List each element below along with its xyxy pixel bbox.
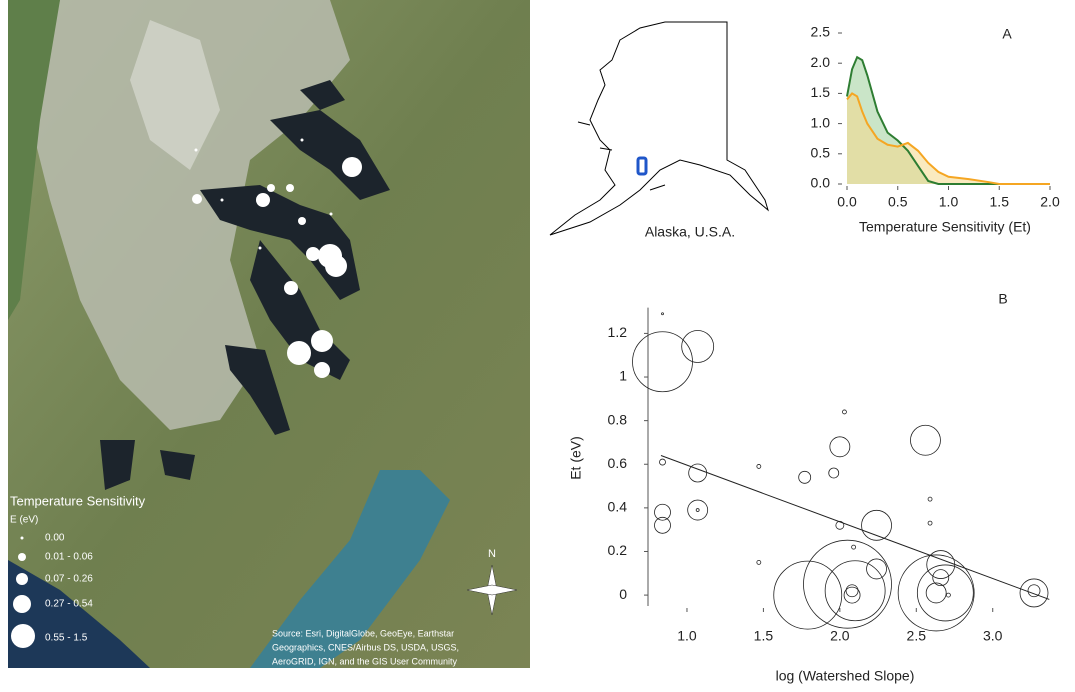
legend-symbol: [11, 624, 35, 648]
map-site: [306, 247, 320, 261]
y-tick-label: 1: [619, 368, 627, 384]
bubble: [774, 561, 842, 629]
map-site: [330, 213, 333, 216]
map-source: Source: Esri, DigitalGlobe, GeoEye, Eart…: [272, 628, 454, 638]
legend-title: Temperature Sensitivity: [10, 493, 146, 508]
map-site: [267, 184, 275, 192]
bubble: [867, 559, 887, 579]
figure: Temperature Sensitivity E (eV) 0.00 0.01…: [0, 0, 1075, 687]
bubble: [927, 551, 955, 579]
bubble: [1020, 579, 1048, 607]
bubble: [757, 464, 761, 468]
study-area-box: [638, 158, 646, 174]
map-site: [325, 255, 347, 277]
y-tick-label: 2.5: [811, 24, 831, 40]
x-tick-label: 3.0: [983, 628, 1003, 644]
bubble: [926, 583, 946, 603]
bubble: [655, 504, 671, 520]
map-site: [286, 184, 294, 192]
bubble: [662, 313, 664, 315]
bubble: [829, 468, 839, 478]
map-site: [195, 149, 198, 152]
x-tick-label: 1.0: [939, 194, 959, 210]
legend-symbol: [21, 537, 24, 540]
legend-label: 0.00: [45, 533, 65, 544]
x-tick-label: 1.5: [990, 194, 1010, 210]
map-site: [311, 330, 333, 352]
map-site: [314, 362, 330, 378]
bubble: [842, 410, 846, 414]
bubble: [946, 593, 950, 597]
y-tick-label: 0.8: [608, 411, 628, 427]
bubble: [825, 561, 885, 621]
trend-line: [661, 456, 1049, 600]
legend-unit: E (eV): [10, 515, 38, 526]
x-axis-label: log (Watershed Slope): [776, 668, 915, 684]
alaska-outline: [550, 22, 768, 235]
y-axis-label: Et (eV): [568, 436, 584, 480]
y-tick-label: 0: [619, 586, 627, 602]
legend-symbol: [13, 595, 31, 613]
bubble: [846, 585, 858, 597]
legend-label: 0.07 - 0.26: [45, 574, 93, 585]
bubble: [757, 560, 761, 564]
y-tick-label: 0.5: [811, 145, 831, 161]
legend-symbol: [18, 553, 26, 561]
legend-label: 0.27 - 0.54: [45, 599, 93, 610]
bubble: [917, 565, 973, 621]
legend-label: 0.01 - 0.06: [45, 552, 93, 563]
bubble: [852, 545, 856, 549]
bubble: [633, 332, 693, 392]
x-tick-label: 2.0: [1040, 194, 1060, 210]
bubble: [803, 540, 891, 628]
panel-label: A: [1002, 26, 1012, 42]
bubble: [830, 437, 850, 457]
legend-symbol: [16, 573, 28, 585]
x-tick-label: 2.5: [907, 628, 927, 644]
y-tick-label: 0.0: [811, 175, 831, 191]
bubble: [688, 500, 708, 520]
map-site: [298, 217, 306, 225]
x-tick-label: 0.5: [888, 194, 908, 210]
map-source: AeroGRID, IGN, and the GIS User Communit…: [272, 656, 458, 666]
map-site: [256, 193, 270, 207]
y-tick-label: 1.5: [811, 84, 831, 100]
y-tick-label: 1.0: [811, 114, 831, 130]
bubble: [660, 459, 666, 465]
map-site: [284, 281, 298, 295]
x-tick-label: 1.5: [754, 628, 774, 644]
y-tick-label: 0.2: [608, 542, 628, 558]
y-tick-label: 0.6: [608, 455, 628, 471]
x-tick-label: 1.0: [677, 628, 697, 644]
map-site: [287, 341, 311, 365]
bubble: [682, 330, 714, 362]
map-site: [221, 199, 224, 202]
x-axis-label: Temperature Sensitivity (Et): [859, 219, 1031, 235]
x-tick-label: 0.0: [837, 194, 857, 210]
bubble: [799, 471, 811, 483]
map-site: [192, 194, 202, 204]
panel-label: B: [998, 291, 1007, 307]
map: Temperature Sensitivity E (eV) 0.00 0.01…: [8, 0, 530, 668]
y-tick-label: 1.2: [608, 324, 628, 340]
bubble: [928, 497, 932, 501]
alaska-islands: [578, 122, 665, 190]
map-source: Geographics, CNES/Airbus DS, USDA, USGS,: [272, 642, 459, 652]
bubble: [928, 521, 932, 525]
bubble: [696, 509, 699, 512]
legend-label: 0.55 - 1.5: [45, 633, 88, 644]
x-tick-label: 2.0: [830, 628, 850, 644]
map-site: [301, 139, 304, 142]
y-tick-label: 2.0: [811, 54, 831, 70]
y-tick-label: 0.4: [608, 499, 628, 515]
inset-map: [550, 22, 768, 235]
map-site: [342, 157, 362, 177]
inset-label: Alaska, U.S.A.: [645, 224, 735, 240]
bubble: [655, 517, 671, 533]
north-label: N: [488, 548, 496, 560]
map-site: [259, 247, 262, 250]
bubble: [910, 425, 940, 455]
